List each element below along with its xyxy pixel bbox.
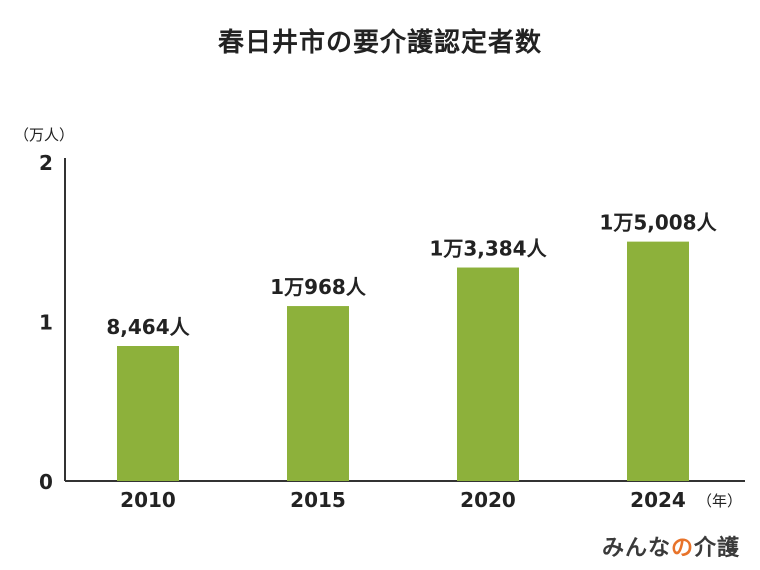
data-label: 1万968人: [270, 275, 367, 299]
chart-title: 春日井市の要介護認定者数: [217, 28, 542, 58]
y-tick-label: 0: [39, 470, 53, 494]
data-label: 1万3,384人: [429, 237, 547, 261]
x-tick-label: 2020: [460, 488, 516, 512]
data-label: 8,464人: [106, 315, 190, 339]
y-tick-label: 1: [39, 311, 53, 335]
x-unit-label: （年）: [697, 492, 742, 510]
bar: [117, 345, 179, 481]
x-tick-label: 2010: [120, 488, 176, 512]
brand-logo: みんなの介護: [602, 530, 740, 562]
x-tick-label: 2024: [630, 488, 686, 512]
bar: [287, 306, 349, 481]
x-tick-label: 2015: [290, 488, 346, 512]
bar: [457, 267, 519, 481]
data-label: 1万5,008人: [599, 211, 717, 235]
logo-accent: の: [670, 536, 694, 561]
y-unit-label: （万人）: [14, 126, 74, 144]
logo-prefix: みんな: [601, 536, 671, 561]
y-tick-label: 2: [39, 151, 53, 175]
logo-suffix: 介護: [693, 536, 740, 561]
bar: [627, 241, 689, 481]
